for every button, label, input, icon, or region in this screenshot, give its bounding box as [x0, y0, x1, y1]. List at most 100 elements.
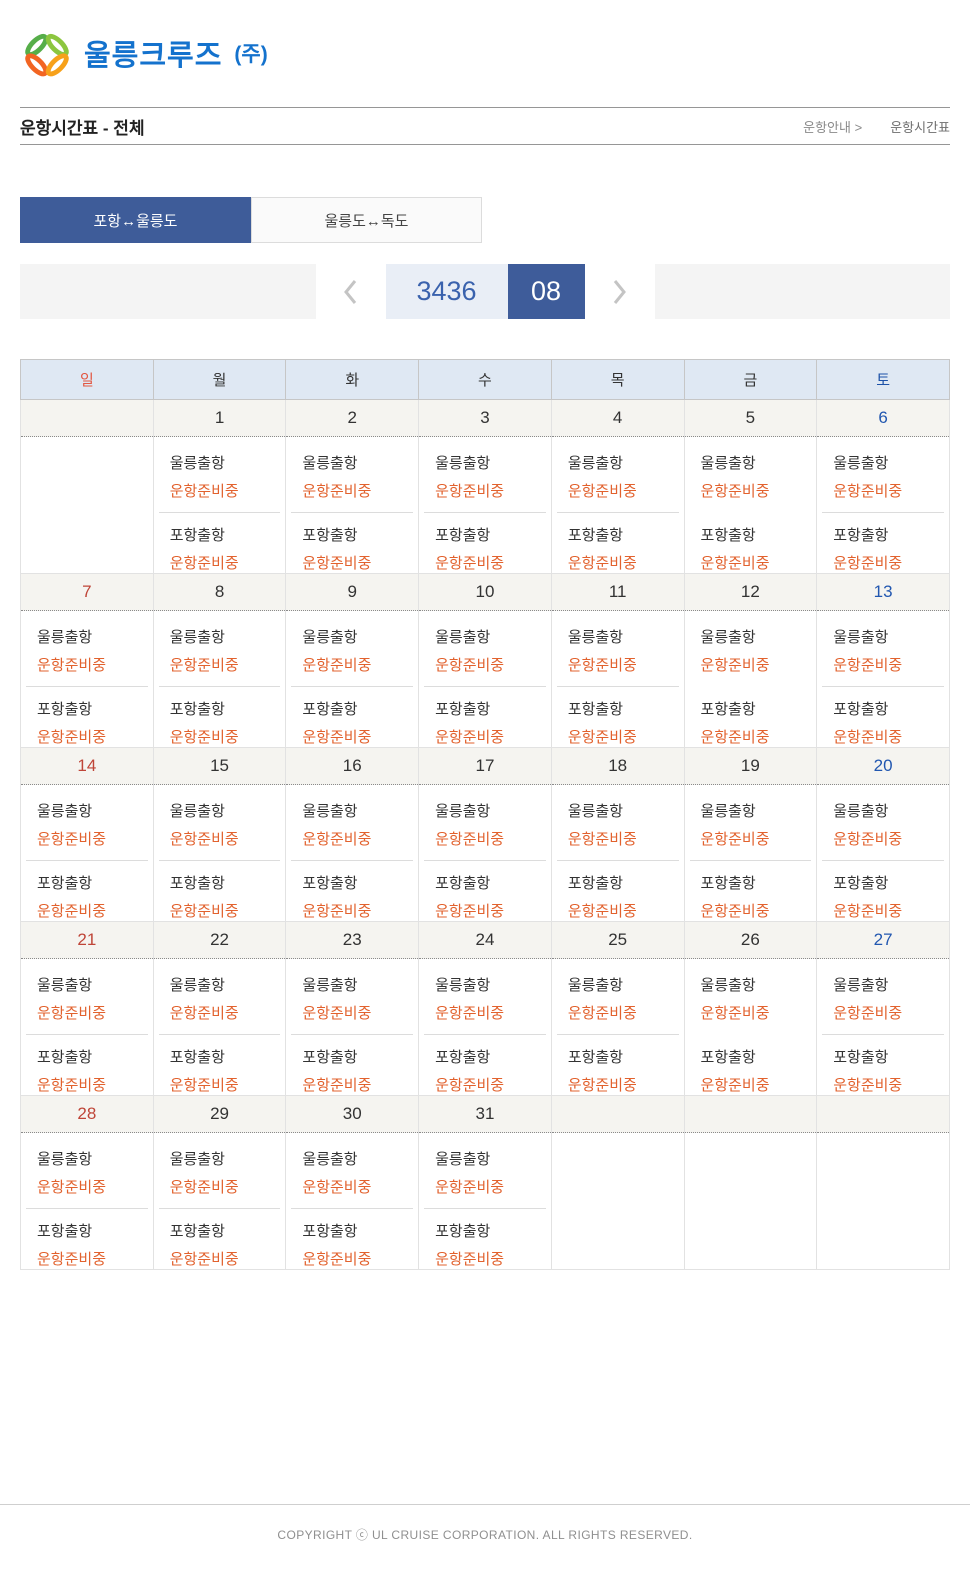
next-month-button[interactable]	[584, 264, 655, 319]
status-label: 운항준비중	[435, 1077, 505, 1094]
departure-label: 울릉출항	[302, 629, 358, 646]
status-label: 운항준비중	[37, 1251, 107, 1268]
departure-label: 울릉출항	[302, 977, 358, 994]
status-label: 운항준비중	[169, 1005, 239, 1022]
month-display: 08	[507, 264, 585, 319]
date-cell: 12	[683, 573, 818, 611]
schedule-cell: 울릉출항 운항준비중 포항출항 운항준비중	[152, 1132, 287, 1270]
year-display: 3436	[385, 264, 508, 319]
departure-label: 포항출항	[700, 701, 756, 718]
title-bar: 운항시간표 - 전체 운항안내 > 운항시간표	[20, 107, 950, 145]
prev-month-button[interactable]	[315, 264, 386, 319]
date-cell: 19	[683, 747, 818, 785]
status-label: 운항준비중	[567, 831, 637, 848]
status-label: 운항준비중	[700, 555, 770, 572]
schedule-entry: 포항출항 운항준비중	[552, 872, 684, 921]
schedule-entry: 포항출항 운항준비중	[154, 872, 286, 921]
departure-label: 포항출항	[302, 1223, 358, 1240]
entry-separator	[822, 860, 944, 861]
schedule-entry: 울릉출항 운항준비중	[552, 626, 684, 675]
calendar-schedule-row: 울릉출항 운항준비중 포항출항 운항준비중 울릉출항 운항준비중 포항출항 운항준비중 울릉출항…	[20, 1132, 950, 1270]
schedule-cell-empty	[20, 436, 154, 574]
status-label: 운항준비중	[169, 1179, 239, 1196]
schedule-cell: 울릉출항 운항준비중 포항출항 운항준비중	[152, 958, 287, 1096]
schedule-entry: 울릉출항 운항준비중	[21, 1148, 153, 1197]
status-label: 운항준비중	[302, 1251, 372, 1268]
logo[interactable]: 울릉크루즈 (주)	[20, 26, 268, 80]
entry-separator	[291, 1208, 414, 1209]
status-label: 운항준비중	[302, 903, 372, 920]
day-header-토: 토	[816, 359, 950, 400]
date-cell-empty	[20, 399, 154, 437]
schedule-entry: 울릉출항 운항준비중	[685, 800, 817, 849]
status-label: 운항준비중	[37, 1077, 107, 1094]
schedule-entry: 포항출항 운항준비중	[552, 524, 684, 573]
status-label: 운항준비중	[700, 903, 770, 920]
date-cell: 8	[152, 573, 287, 611]
entry-separator	[424, 1208, 546, 1209]
calendar-body: 1 2 3 4 5 6 울릉출항 운항준비중 포항출항 운항준비중 울릉출항 운항준비중 포항출항 운항준…	[20, 399, 950, 1270]
status-label: 운항준비중	[833, 1077, 903, 1094]
departure-label: 울릉출항	[833, 629, 889, 646]
schedule-cell: 울릉출항 운항준비중 포항출항 운항준비중	[418, 1132, 552, 1270]
schedule-entry: 울릉출항 운항준비중	[154, 626, 286, 675]
date-cell: 3	[418, 399, 552, 437]
schedule-entry: 울릉출항 운항준비중	[419, 1148, 551, 1197]
schedule-entry: 울릉출항 운항준비중	[419, 626, 551, 675]
status-label: 운항준비중	[302, 729, 372, 746]
departure-label: 울릉출항	[302, 803, 358, 820]
entry-separator	[822, 512, 944, 513]
breadcrumb-link-guide[interactable]: 운항안내 >	[803, 119, 863, 135]
logo-suffix: (주)	[234, 43, 268, 66]
status-label: 운항준비중	[435, 831, 505, 848]
page-footer: COPYRIGHT ⓒ UL CRUISE CORPORATION. ALL R…	[0, 1504, 970, 1543]
status-label: 운항준비중	[302, 1179, 372, 1196]
status-label: 운항준비중	[302, 831, 372, 848]
departure-label: 울릉출항	[567, 977, 624, 994]
schedule-entry: 울릉출항 운항준비중	[685, 626, 817, 675]
schedule-entry: 울릉출항 운항준비중	[817, 800, 949, 849]
status-label: 운항준비중	[833, 555, 903, 572]
status-label: 운항준비중	[700, 657, 770, 674]
departure-label: 울릉출항	[169, 977, 225, 994]
schedule-cell: 울릉출항 운항준비중 포항출항 운항준비중	[816, 784, 950, 922]
departure-label: 울릉출항	[567, 803, 624, 820]
schedule-entry: 울릉출항 운항준비중	[552, 452, 684, 501]
date-cell: 4	[550, 399, 685, 437]
entry-separator	[158, 686, 281, 687]
status-label: 운항준비중	[700, 1077, 770, 1094]
schedule-cell: 울릉출항 운항준비중 포항출항 운항준비중	[285, 958, 420, 1096]
entry-separator	[26, 1034, 148, 1035]
date-cell: 25	[550, 921, 685, 959]
departure-label: 포항출항	[700, 875, 756, 892]
departure-label: 울릉출항	[37, 629, 93, 646]
footer-divider	[0, 1504, 970, 1505]
departure-label: 포항출항	[302, 875, 358, 892]
departure-label: 울릉출항	[435, 977, 491, 994]
entry-separator	[291, 860, 414, 861]
date-cell: 14	[20, 747, 154, 785]
breadcrumb-current[interactable]: 운항시간표	[890, 119, 950, 135]
calendar-schedule-row: 울릉출항 운항준비중 포항출항 운항준비중 울릉출항 운항준비중 포항출항 운항준비중 울릉출항…	[20, 958, 950, 1096]
schedule-cell: 울릉출항 운항준비중 포항출항 운항준비중	[20, 784, 154, 922]
tab-ulleungdo-dokdo[interactable]: 울릉도↔독도	[251, 197, 482, 243]
schedule-entry: 포항출항 운항준비중	[21, 698, 153, 747]
departure-label: 울릉출항	[567, 455, 624, 472]
departure-label: 울릉출항	[302, 1151, 358, 1168]
departure-label: 포항출항	[169, 875, 225, 892]
entry-separator	[26, 860, 148, 861]
departure-label: 포항출항	[302, 527, 358, 544]
tab-pohang-ulleungdo[interactable]: 포항↔울릉도	[20, 197, 251, 243]
departure-label: 포항출항	[37, 875, 93, 892]
schedule-entry: 포항출항 운항준비중	[817, 524, 949, 573]
status-label: 운항준비중	[435, 1005, 505, 1022]
status-label: 운항준비중	[302, 555, 372, 572]
schedule-entry: 포항출항 운항준비중	[685, 698, 817, 747]
status-label: 운항준비중	[567, 729, 637, 746]
